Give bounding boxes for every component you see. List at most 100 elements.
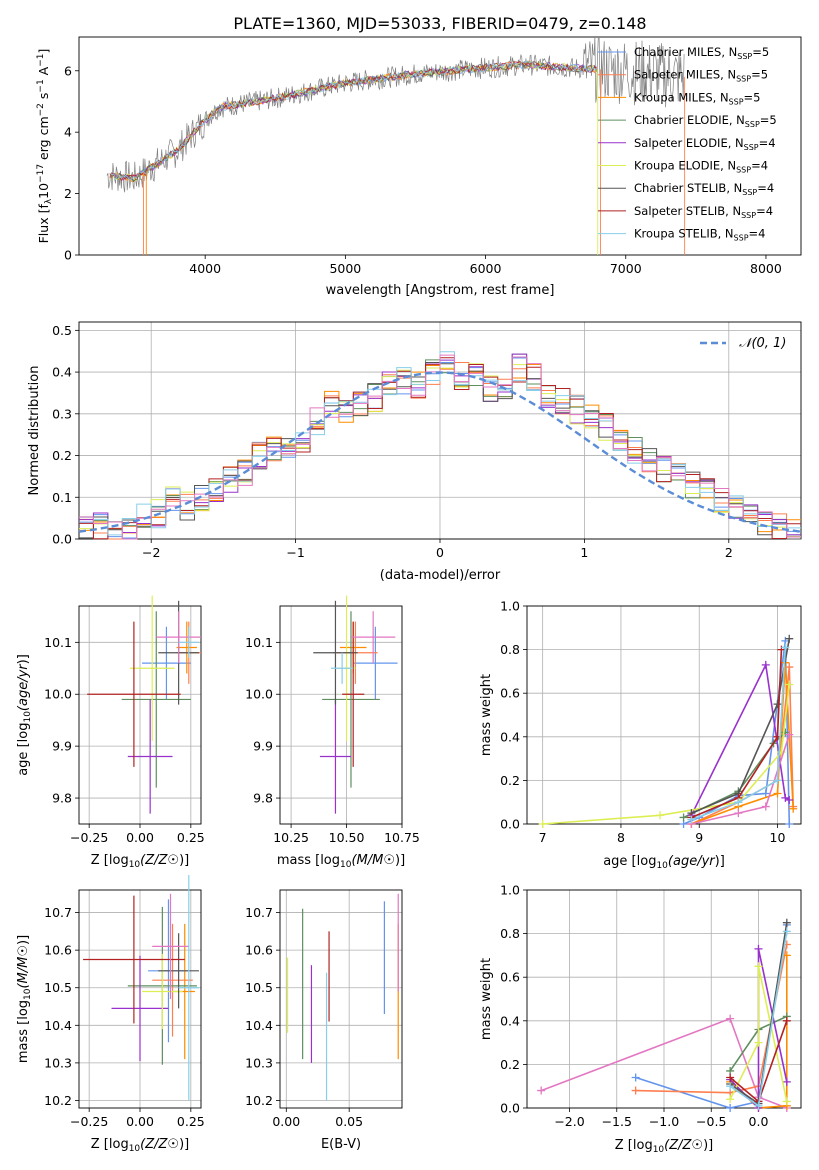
mass-weight-marker <box>761 802 770 811</box>
mass-weight-marker <box>631 1086 640 1095</box>
residuals-axes: −2 −1 0 1 2 0.0 0.1 0.2 0.3 0.4 0.5 𝒩(0, 1) (data-mo… <box>27 321 802 583</box>
y-axis-label: Normed distribution <box>27 366 42 496</box>
y-tick-label: 10.2 <box>44 1093 72 1108</box>
y-tick-label: 0 <box>64 248 72 263</box>
mass-weight-line <box>690 662 790 816</box>
y-tick-label: 6 <box>64 63 72 78</box>
mass_vs_EBV-axes: 0.00 0.05 10.2 10.3 10.4 10.5 10.6 10.7 E(B-V) <box>245 889 403 1152</box>
legend-label: Chabrier STELIB, NSSP=4 <box>634 181 774 197</box>
mass-weight-marker <box>631 1073 640 1082</box>
x-tick-label: 10 <box>770 830 786 845</box>
mass-weight-marker <box>781 643 790 652</box>
x-tick-label: 4000 <box>189 261 221 276</box>
spectrum-frame <box>78 36 802 256</box>
mass-weight-line <box>540 1017 788 1109</box>
y-tick-label: 0.4 <box>500 729 520 744</box>
mass-weight-line <box>691 649 783 819</box>
mass-weight-marker <box>754 944 763 953</box>
age_vs_mass-frame <box>279 605 403 825</box>
x-tick-label: 0.00 <box>126 1114 154 1129</box>
y-tick-label: 10.7 <box>245 905 273 920</box>
x-tick-label: −2 <box>142 545 160 560</box>
y-tick-label: 10.1 <box>44 635 72 650</box>
x-axis-label: age [log10(age/yr)] <box>603 854 725 871</box>
spectrum-model-line <box>109 60 597 182</box>
y-tick-label: 10.4 <box>44 1018 72 1033</box>
mass-weight-marker <box>782 1077 791 1086</box>
y-axis-label: mass weight <box>479 674 494 756</box>
y-tick-label: 10.0 <box>245 687 273 702</box>
mass-weight-marker <box>785 634 794 643</box>
mass-weight-marker <box>754 962 763 971</box>
x-tick-label: −1.5 <box>602 1114 632 1129</box>
mass-weight-marker <box>537 1086 546 1095</box>
x-axis-label: Z [log10(Z/Z☉)] <box>91 853 189 870</box>
mass-weight-marker <box>785 796 794 805</box>
x-tick-label: 7 <box>539 830 547 845</box>
legend-label: 𝒩(0, 1) <box>739 336 786 351</box>
y-tick-label: 10.1 <box>245 635 273 650</box>
mass-weight-marker <box>726 1095 735 1104</box>
legend-label: Kroupa ELODIE, NSSP=4 <box>634 159 768 175</box>
mass-weight-marker <box>761 660 770 669</box>
y-tick-label: 0.6 <box>500 970 520 985</box>
x-tick-label: 6000 <box>470 261 502 276</box>
mass-weight-marker <box>773 700 782 709</box>
x-axis-label: mass [log10(M/M☉)] <box>277 853 405 870</box>
y-tick-label: 4 <box>64 125 72 140</box>
mass-weight-marker <box>726 1014 735 1023</box>
mass_vs_Z-frame <box>78 889 202 1109</box>
x-axis-label: wavelength [Angstrom, rest frame] <box>326 283 555 298</box>
x-tick-label: −1 <box>286 545 304 560</box>
y-tick-label: 0.2 <box>500 1057 520 1072</box>
x-tick-label: 5000 <box>329 261 361 276</box>
y-tick-label: 9.8 <box>253 791 273 806</box>
y-tick-label: 10.5 <box>245 980 273 995</box>
y-axis-label: mass [log10(M/M☉)] <box>16 935 33 1063</box>
age_vs_Z-axes: −0.25 0.00 0.25 9.8 9.9 10.0 10.1 Z [log10(Z/Z☉… <box>16 595 205 870</box>
figure-title: PLATE=1360, MJD=53033, FIBERID=0479, z=0… <box>233 14 646 33</box>
y-tick-label: 1.0 <box>500 599 520 614</box>
spectrum-data-line <box>106 37 685 193</box>
y-tick-label: 10.3 <box>44 1055 72 1070</box>
y-tick-label: 0.6 <box>500 686 520 701</box>
mass-weight-marker <box>785 820 794 828</box>
y-tick-label: 10.5 <box>44 980 72 995</box>
y-axis-label: age [log10(age/yr)] <box>16 654 33 776</box>
mw_vs_Z-frame <box>526 889 802 1109</box>
age_vs_mass-axes: 10.25 10.50 10.75 9.8 9.9 10.0 10.1 mass [log10… <box>245 595 420 870</box>
y-tick-label: 0.0 <box>52 532 72 547</box>
y-tick-label: 10.2 <box>245 1093 273 1108</box>
y-tick-label: 0.1 <box>52 490 72 505</box>
mass-weight-marker <box>782 1097 791 1106</box>
y-tick-label: 0.3 <box>52 406 72 421</box>
spectrum-model-line <box>109 60 597 181</box>
mass-weight-line <box>542 684 791 825</box>
mass-weight-marker <box>726 1073 735 1082</box>
x-axis-label: Z [log10(Z/Z☉)] <box>91 1137 189 1154</box>
residuals-frame <box>78 321 802 540</box>
x-axis-label: Z [log10(Z/Z☉)] <box>615 1138 713 1155</box>
y-tick-label: 0.4 <box>52 365 72 380</box>
x-axis-label: E(B-V) <box>321 1137 361 1152</box>
mw_vs_age-frame <box>526 605 802 825</box>
y-tick-label: 0.2 <box>500 773 520 788</box>
y-tick-label: 10.0 <box>44 687 72 702</box>
legend-label: Salpeter ELODIE, NSSP=4 <box>634 136 776 152</box>
mass-weight-marker <box>785 730 794 739</box>
y-tick-label: 10.4 <box>245 1018 273 1033</box>
x-tick-label: 8 <box>617 830 625 845</box>
mass-weight-marker <box>773 776 782 785</box>
y-tick-label: 1.0 <box>500 883 520 898</box>
legend-label: Chabrier MILES, NSSP=5 <box>634 45 769 61</box>
spectrum-legend: Chabrier MILES, NSSP=5 Salpeter MILES, NS… <box>598 45 777 243</box>
legend-label: Kroupa MILES, NSSP=5 <box>634 90 760 106</box>
x-tick-label: 8000 <box>750 261 782 276</box>
y-tick-label: 2 <box>64 186 72 201</box>
mass-weight-marker <box>782 918 791 927</box>
mass_vs_Z-axes: −0.25 0.00 0.25 10.2 10.3 10.4 10.5 10.6 10.7 Z [… <box>16 874 205 1154</box>
mass-weight-line <box>691 647 787 821</box>
x-tick-label: 10.50 <box>329 830 365 845</box>
mass-weight-marker <box>782 951 791 960</box>
mass-weight-marker <box>789 804 798 813</box>
